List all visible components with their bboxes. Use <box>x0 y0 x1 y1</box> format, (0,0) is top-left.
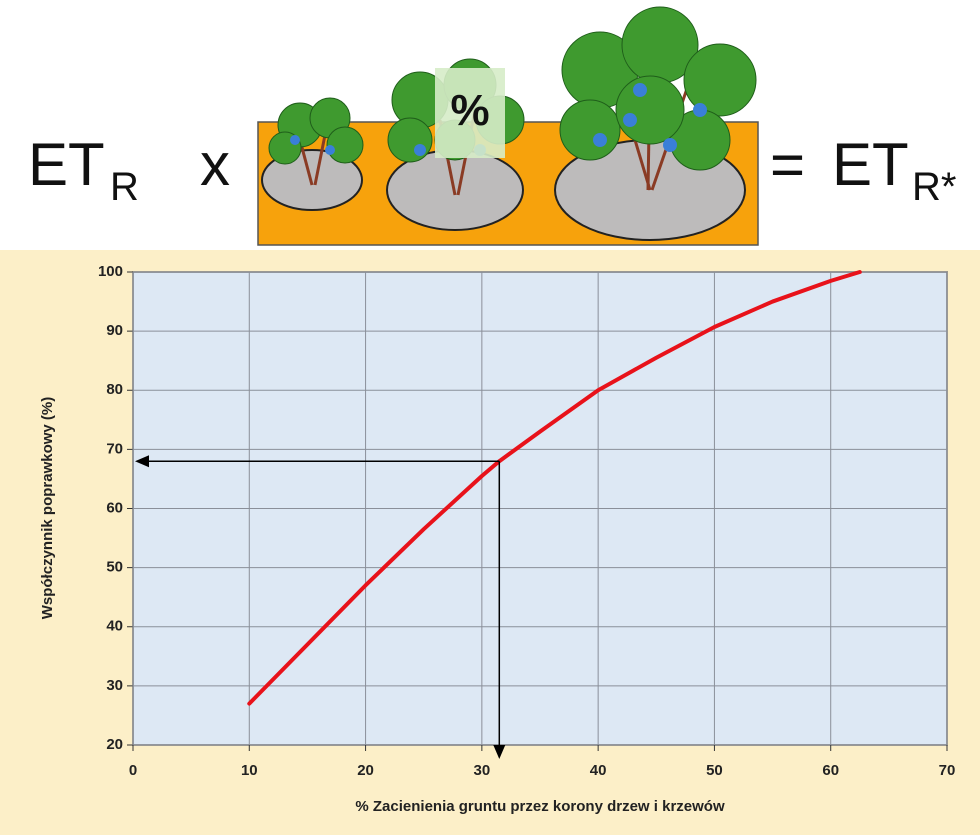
x-tick-label: 30 <box>474 762 491 779</box>
x-tick-label: 40 <box>590 762 607 779</box>
y-tick-label: 60 <box>106 499 123 516</box>
formula-base: ET <box>832 131 909 198</box>
y-tick-label: 90 <box>106 322 123 339</box>
formula-base: ET <box>28 131 105 198</box>
formula-sub: R <box>110 165 139 209</box>
formula-equals: = <box>770 131 805 198</box>
formula-operator: x <box>200 131 230 198</box>
y-tick-label: 70 <box>106 440 123 457</box>
x-tick-label: 20 <box>357 762 374 779</box>
x-tick-label: 70 <box>939 762 956 779</box>
y-tick-label: 40 <box>106 618 123 635</box>
x-tick-label: 60 <box>822 762 839 779</box>
illustration <box>258 7 758 245</box>
badge: % <box>450 86 489 135</box>
y-tick-label: 100 <box>98 263 123 280</box>
x-axis-label: % Zacienienia gruntu przez korony drzew … <box>355 798 725 815</box>
page: ET R x % = ET R* % Zacienienia gruntu pr… <box>0 0 980 835</box>
y-tick-label: 20 <box>106 736 123 753</box>
x-tick-label: 10 <box>241 762 258 779</box>
y-axis-label: Współczynnik poprawkowy (%) <box>39 397 56 620</box>
x-tick-label: 50 <box>706 762 723 779</box>
formula-sub: R* <box>912 165 956 209</box>
y-tick-label: 30 <box>106 677 123 694</box>
y-tick-label: 50 <box>106 559 123 576</box>
x-tick-label: 0 <box>129 762 137 779</box>
y-tick-label: 80 <box>106 381 123 398</box>
